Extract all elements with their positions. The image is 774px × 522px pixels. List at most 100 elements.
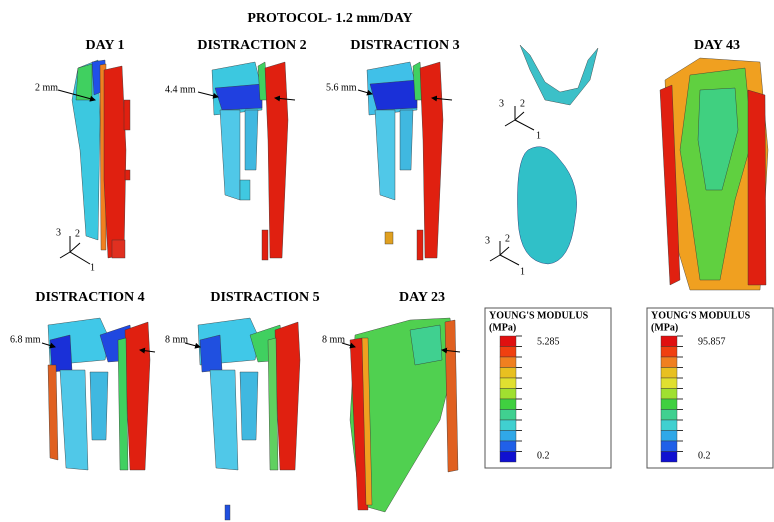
color-step [661,347,677,358]
color-step [661,452,677,463]
fe-model-part [220,110,240,200]
fe-model-part [400,110,413,170]
color-step [661,420,677,431]
color-step [500,336,516,347]
color-step [661,431,677,442]
color-step [500,389,516,400]
fe-model-part [118,338,128,470]
color-step [661,410,677,421]
fe-model-part [268,338,278,470]
fe-model-part [240,180,250,200]
fe-model-part [215,84,262,110]
axis-triad-part [515,120,534,130]
axis-triad-part [60,252,70,258]
fe-model-part [262,230,268,260]
fe-model [72,60,130,258]
axis-triad-part [515,112,524,120]
mandible-model [517,45,598,264]
axis-label: 1 [536,130,541,141]
fe-model-part [200,335,222,372]
color-step [500,410,516,421]
axis-triad: 3 2 1 [499,98,541,141]
color-step [500,420,516,431]
fe-model-part [275,322,300,470]
fe-model-part [210,370,238,470]
fe-model [198,318,300,520]
color-step [500,347,516,358]
color-step [500,399,516,410]
fe-model-part [112,240,125,258]
color-step [500,368,516,379]
fe-model-part [265,62,288,258]
panel-label: DISTRACTION 4 [35,290,144,305]
axis-triad-part [490,255,500,261]
fe-model [367,62,443,260]
color-step [500,357,516,368]
axis-label: 1 [520,266,525,277]
fe-model-part [417,230,423,260]
fe-model-part [420,62,443,258]
color-step [500,452,516,463]
fe-model-part [76,64,92,100]
color-step [500,378,516,389]
annotation: 4.4 mm [165,84,196,95]
fe-model-part [748,90,766,285]
fe-model-part [225,505,230,520]
color-step [661,389,677,400]
axis-label: 3 [485,235,490,246]
legend-title: YOUNG'S MODULUS [489,310,589,321]
fe-model-part [385,232,393,244]
mandible-model-part [520,45,598,105]
axis-label: 3 [56,227,61,238]
fe-model-part [375,110,395,200]
annotation: 8 mm [165,334,188,345]
legend-min: 0.2 [698,450,711,461]
color-step [500,431,516,442]
fe-model [212,62,288,260]
legend-min: 0.2 [537,450,550,461]
fe-model-part [370,80,417,110]
legend-max: 95.857 [698,336,726,347]
axis-triad-part [500,247,509,255]
color-step [661,368,677,379]
panel-label: DAY 1 [85,38,124,53]
panel-label: DISTRACTION 3 [350,38,459,53]
fe-model-part [445,320,458,472]
axis-triad-part [505,120,515,126]
fe-model-part [245,110,258,170]
panel-label: DAY 23 [399,290,445,305]
panel-label: DAY 43 [694,38,740,53]
color-step [661,399,677,410]
figure: PROTOCOL- 1.2 mm/DAY DAY 1 DISTRACTION 2… [0,0,774,522]
axis-triad: 3 2 1 [485,233,525,277]
legend: YOUNG'S MODULUS (MPa) 95.857 0.2 [647,308,773,468]
panel-label: DISTRACTION 5 [210,290,319,305]
fe-model-part [60,370,88,470]
panel-label: DISTRACTION 2 [197,38,306,53]
fe-model [660,58,768,290]
color-step [661,336,677,347]
axis-label: 2 [520,98,525,109]
annotation: 5.6 mm [326,82,357,93]
fe-model-part [410,325,442,365]
axis-triad-part [70,252,90,264]
fe-model-part [240,372,258,440]
color-step [661,357,677,368]
fe-model-part [125,170,130,180]
fe-model [48,318,150,470]
fe-model-part [90,372,108,440]
legend: YOUNG'S MODULUS (MPa) 5.285 0.2 [485,308,611,468]
fe-model-part [48,365,58,460]
fe-model-part [124,100,130,130]
color-step [661,441,677,452]
fe-model-part [104,66,126,258]
mandible-model-part [517,147,576,264]
legend-unit: (MPa) [651,322,678,333]
fe-model [350,318,458,512]
legend-max: 5.285 [537,336,560,347]
annotation: 2 mm [35,82,58,93]
color-step [661,378,677,389]
axis-label: 3 [499,98,504,109]
annotation: 8 mm [322,334,345,345]
fe-model-part [125,322,150,470]
